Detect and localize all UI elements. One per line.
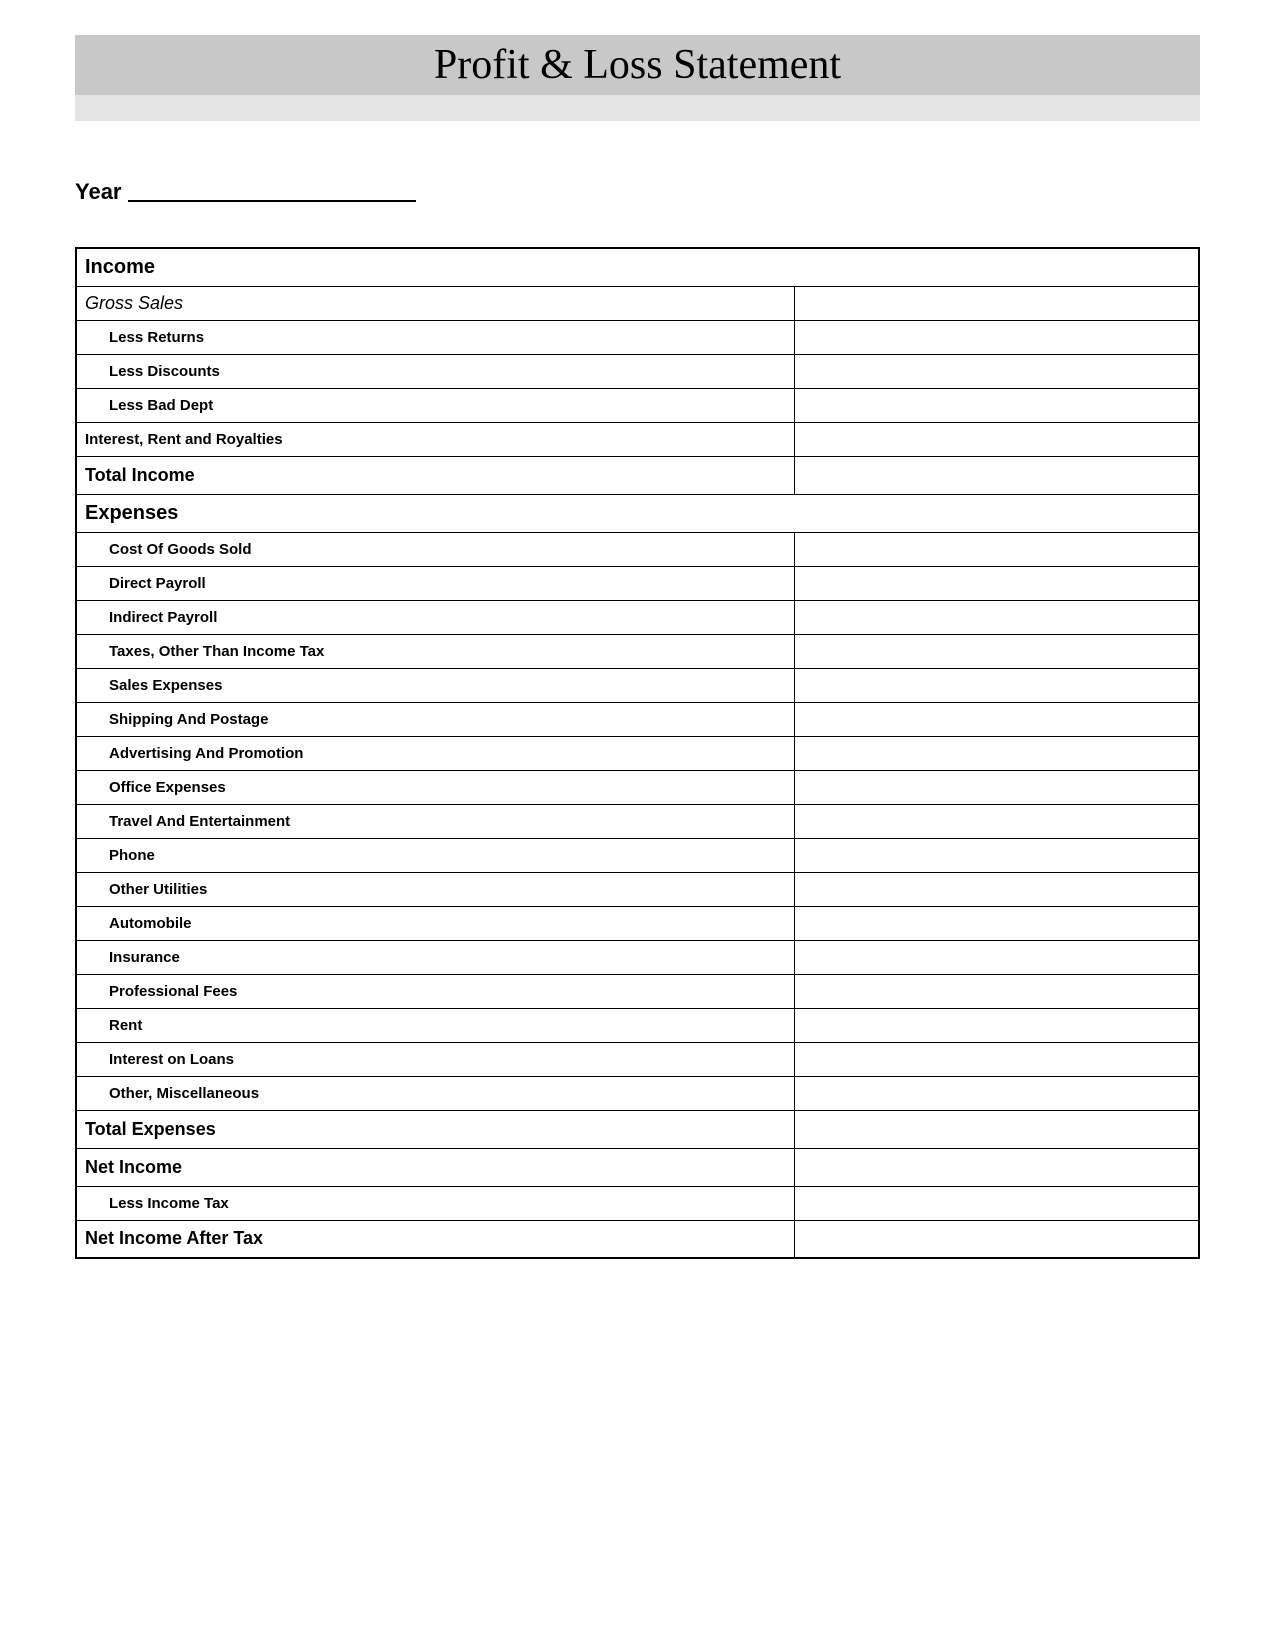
total-expenses-value[interactable] [795,1110,1199,1148]
income-item-label: Less Returns [76,320,795,354]
expense-item-label: Professional Fees [76,974,795,1008]
income-item-label: Less Bad Dept [76,388,795,422]
expense-item-label: Shipping And Postage [76,702,795,736]
expense-item-label: Travel And Entertainment [76,804,795,838]
expense-item-label: Insurance [76,940,795,974]
expense-item-label: Other Utilities [76,872,795,906]
net-income-value[interactable] [795,1148,1199,1186]
expense-item-value[interactable] [795,736,1199,770]
expense-item-value[interactable] [795,770,1199,804]
less-income-tax-value[interactable] [795,1186,1199,1220]
expense-item-value[interactable] [795,838,1199,872]
income-item-value[interactable] [795,354,1199,388]
income-header: Income [76,248,1199,286]
income-item-value[interactable] [795,320,1199,354]
year-input-line[interactable] [128,200,416,202]
expense-item-value[interactable] [795,668,1199,702]
gross-sales-value[interactable] [795,286,1199,320]
expense-item-value[interactable] [795,634,1199,668]
expense-item-label: Rent [76,1008,795,1042]
expense-item-label: Automobile [76,906,795,940]
expense-item-label: Sales Expenses [76,668,795,702]
expense-item-label: Other, Miscellaneous [76,1076,795,1110]
interest-rent-royalties-value[interactable] [795,422,1199,456]
expense-item-value[interactable] [795,940,1199,974]
less-income-tax-label: Less Income Tax [76,1186,795,1220]
expense-item-label: Phone [76,838,795,872]
expense-item-value[interactable] [795,566,1199,600]
net-income-after-tax-value[interactable] [795,1220,1199,1258]
net-income-after-tax-label: Net Income After Tax [76,1220,795,1258]
expense-item-label: Cost Of Goods Sold [76,532,795,566]
title-subbanner [75,95,1200,121]
income-item-label: Less Discounts [76,354,795,388]
interest-rent-royalties-label: Interest, Rent and Royalties [76,422,795,456]
net-income-label: Net Income [76,1148,795,1186]
gross-sales-label: Gross Sales [76,286,795,320]
expense-item-value[interactable] [795,532,1199,566]
page-title: Profit & Loss Statement [75,35,1200,95]
expense-item-label: Taxes, Other Than Income Tax [76,634,795,668]
expense-item-label: Advertising And Promotion [76,736,795,770]
expense-item-value[interactable] [795,872,1199,906]
expense-item-label: Direct Payroll [76,566,795,600]
expense-item-value[interactable] [795,974,1199,1008]
expense-item-label: Indirect Payroll [76,600,795,634]
total-income-label: Total Income [76,456,795,494]
expense-item-value[interactable] [795,906,1199,940]
income-item-value[interactable] [795,388,1199,422]
expense-item-value[interactable] [795,1008,1199,1042]
total-expenses-label: Total Expenses [76,1110,795,1148]
expense-item-value[interactable] [795,1042,1199,1076]
expense-item-value[interactable] [795,600,1199,634]
expense-item-value[interactable] [795,1076,1199,1110]
expense-item-value[interactable] [795,804,1199,838]
pl-statement-table: Income Gross Sales Less Returns Less Dis… [75,247,1200,1259]
expense-item-label: Office Expenses [76,770,795,804]
total-income-value[interactable] [795,456,1199,494]
expense-item-label: Interest on Loans [76,1042,795,1076]
year-label: Year [75,179,122,205]
expenses-header: Expenses [76,494,1199,532]
year-field: Year [75,179,1200,205]
expense-item-value[interactable] [795,702,1199,736]
